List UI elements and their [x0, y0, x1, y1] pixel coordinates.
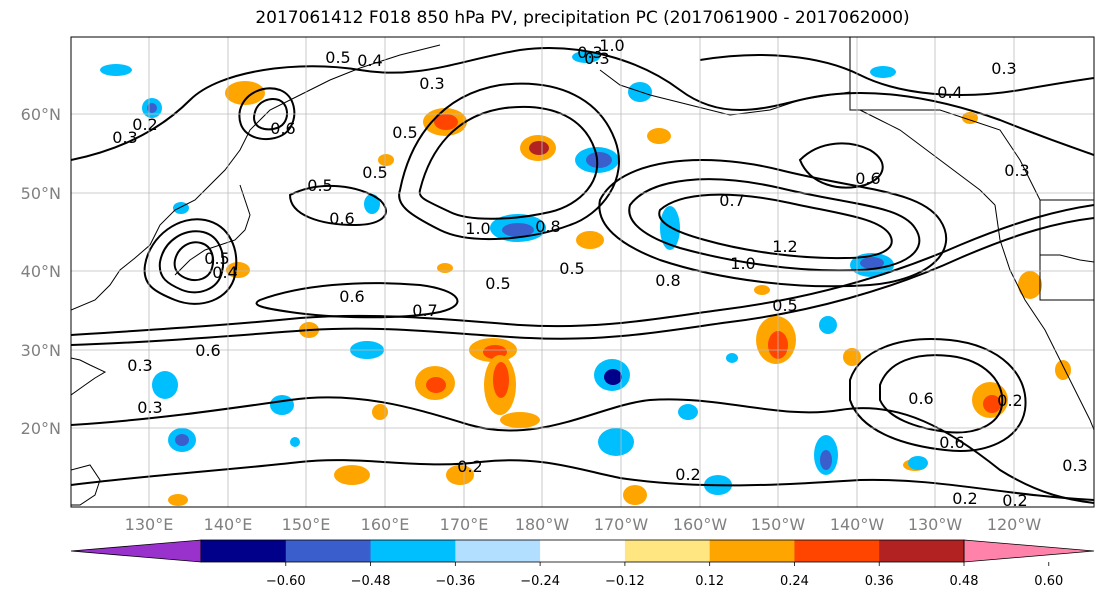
contour-label: 0.5 — [362, 163, 387, 182]
contour-label: 0.3 — [584, 49, 609, 68]
contour-label: 0.4 — [357, 51, 382, 70]
colorbar-bin-3 — [455, 540, 541, 562]
contour-label: 1.0 — [599, 36, 624, 55]
colorbar-tick-label: −0.36 — [435, 574, 475, 589]
contour-label: 0.8 — [655, 271, 680, 290]
lon-label: 160°E — [361, 515, 410, 534]
lat-label: 20°N — [21, 419, 61, 438]
contour-label: 0.3 — [127, 356, 152, 375]
lon-label: 140°W — [830, 515, 885, 534]
colorbar-bin-4 — [540, 540, 626, 562]
contour-label: 0.5 — [559, 259, 584, 278]
colorbar-outline — [200, 539, 965, 563]
contour-label: 0.5 — [204, 249, 229, 268]
contour-label: 0.2 — [997, 391, 1022, 410]
colorbar-tick-label: −0.60 — [266, 574, 306, 589]
contour-label: 0.3 — [991, 59, 1016, 78]
contour-label: 0.4 — [937, 83, 962, 102]
contour-label: 0.6 — [939, 433, 964, 452]
contour-labels: 0.5 0.40.30.60.30.20.31.00.30.50.50.50.60… — [112, 36, 1087, 510]
contour-label: 0.6 — [908, 389, 933, 408]
colorbar-ticks: −0.60 −0.48 −0.36 −0.24 −0.12 0.12 0.24 0.36 0.4… — [266, 562, 1063, 589]
contour-label: 0.2 — [457, 457, 482, 476]
lon-label: 180°W — [515, 515, 570, 534]
contour-label: 0.2 — [1002, 491, 1027, 510]
contour-label: 0.3 — [112, 128, 137, 147]
colorbar-bin-2 — [370, 540, 456, 562]
lon-label: 120°W — [987, 515, 1042, 534]
colorbar-tick-label: 0.24 — [780, 574, 809, 589]
contour-label: 1.2 — [772, 237, 797, 256]
lon-label: 170°E — [440, 515, 489, 534]
latitude-labels: 60°N 50°N 40°N 30°N 20°N — [21, 105, 61, 438]
contour-label: 0.7 — [719, 191, 744, 210]
contour-label: 0.3 — [577, 43, 602, 62]
contour-label: 0.2 — [132, 115, 157, 134]
lon-label: 130°W — [908, 515, 963, 534]
colorbar-tick-label: 0.60 — [1034, 574, 1063, 589]
colorbar-tick-label: 0.36 — [865, 574, 894, 589]
colorbar — [70, 539, 1095, 563]
contour-label: 0.3 — [1004, 161, 1029, 180]
contour-label: 0.5 — [392, 123, 417, 142]
contour-label: 0.6 — [339, 287, 364, 306]
contour-label: 0.2 — [675, 465, 700, 484]
contour-label: 0.6 — [270, 119, 295, 138]
contour-label: 0.2 — [952, 489, 977, 508]
contour-label: 0.5 — [772, 296, 797, 315]
lon-label: 170°W — [594, 515, 649, 534]
contour-label: 0.6 — [329, 209, 354, 228]
map-title: 2017061412 F018 850 hPa PV, precipitatio… — [255, 8, 910, 28]
contour-label: 0.3 — [419, 74, 444, 93]
lon-label: 150°E — [282, 515, 331, 534]
lat-label: 50°N — [21, 184, 61, 203]
colorbar-tick-label: 0.12 — [695, 574, 724, 589]
lon-label: 160°W — [673, 515, 728, 534]
contour-label: 0.8 — [535, 217, 560, 236]
colorbar-bin-8 — [879, 540, 965, 562]
precip-shading — [100, 51, 1071, 506]
lon-label: 140°E — [204, 515, 253, 534]
map-panel: 0.5 0.40.30.60.30.20.31.00.30.50.50.50.60… — [71, 36, 1094, 510]
lon-label: 130°E — [125, 515, 174, 534]
lon-label: 150°W — [751, 515, 806, 534]
contour-label: 0.5 — [307, 176, 332, 195]
lat-label: 40°N — [21, 262, 61, 281]
colorbar-bin-0 — [201, 540, 287, 562]
contour-label: 0.5 — [325, 48, 350, 67]
coastlines — [71, 37, 1094, 506]
contour-label: 0.4 — [212, 263, 237, 282]
contour-label: 0.6 — [855, 169, 880, 188]
colorbar-tick-label: −0.48 — [351, 574, 391, 589]
colorbar-tick-label: 0.48 — [950, 574, 979, 589]
contour-label: 0.7 — [412, 301, 437, 320]
contour-label: 1.0 — [730, 254, 755, 273]
pv-contours — [71, 47, 1094, 504]
colorbar-bin-1 — [285, 540, 372, 562]
contour-label: 0.3 — [1062, 456, 1087, 475]
colorbar-tick-label: −0.12 — [605, 574, 645, 589]
colorbar-min-extend — [70, 539, 202, 563]
contour-label: 0.6 — [195, 341, 220, 360]
contour-label: 1.0 — [465, 219, 490, 238]
map-frame — [70, 36, 1095, 508]
contour-label: 0.3 — [137, 398, 162, 417]
longitude-labels: 130°E 140°E 150°E 160°E 170°E 180°W 170°W 160°W… — [125, 515, 1042, 534]
contour-label: 0.5 — [485, 274, 510, 293]
lat-label: 60°N — [21, 105, 61, 124]
colorbar-tick-label: −0.24 — [520, 574, 560, 589]
map-gridlines — [71, 37, 1094, 507]
colorbar-bin-6 — [709, 540, 795, 562]
lat-label: 30°N — [21, 341, 61, 360]
colorbar-bin-7 — [794, 540, 880, 562]
colorbar-bin-5 — [624, 540, 711, 562]
colorbar-max-extend — [963, 539, 1095, 563]
